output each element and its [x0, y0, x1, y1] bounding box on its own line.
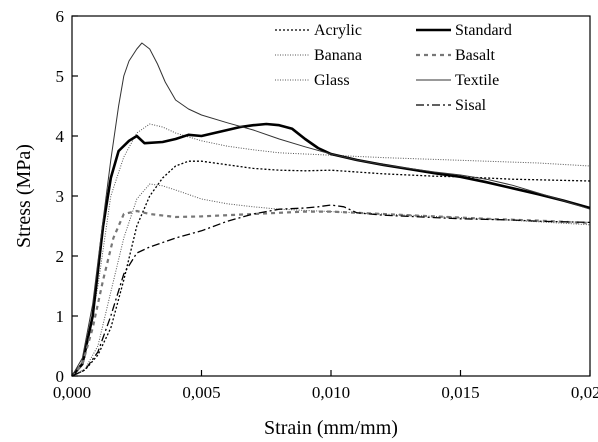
- series-sisal-line: [71, 204, 591, 377]
- x-tick-label-3: 0,015: [441, 383, 479, 402]
- y-tick-label-1: 1: [56, 307, 65, 326]
- y-tick-label-5: 5: [56, 67, 65, 86]
- series-basalt-line: [71, 209, 591, 377]
- legend-label-banana: Banana: [314, 47, 362, 64]
- y-tick-label-4: 4: [56, 127, 65, 146]
- y-tick-label-3: 3: [56, 187, 65, 206]
- series-banana-line: [71, 183, 591, 377]
- legend-label-sisal: Sisal: [455, 97, 487, 114]
- x-tick-label-4: 0,020: [571, 383, 598, 402]
- series-glass-line: [71, 123, 591, 377]
- legend-label-standard: Standard: [455, 22, 512, 39]
- legend-label-basalt: Basalt: [455, 47, 496, 64]
- x-axis-title: Strain (mm/mm): [264, 417, 398, 439]
- legend-label-textile: Textile: [455, 72, 499, 89]
- y-tick-label-0: 0: [56, 367, 65, 386]
- series-textile-line: [71, 42, 591, 377]
- x-tick-label-2: 0,010: [312, 383, 350, 402]
- legend-label-glass: Glass: [314, 72, 350, 89]
- x-tick-label-1: 0,005: [182, 383, 220, 402]
- x-tick-label-0: 0,000: [53, 383, 91, 402]
- series-acrylic-line: [71, 160, 591, 377]
- y-tick-label-6: 6: [56, 7, 65, 26]
- y-tick-label-2: 2: [56, 247, 65, 266]
- series-layer: [71, 42, 591, 377]
- y-axis-title: Stress (MPa): [13, 144, 35, 248]
- axes-layer: 0,000 0,005 0,010 0,015 0,020 0 1 2 3 4 5 6: [53, 7, 598, 402]
- series-standard-line: [71, 122, 591, 377]
- legend: Acrylic Banana Glass Standard Basalt Textile S…: [275, 22, 512, 114]
- legend-label-acrylic: Acrylic: [314, 22, 362, 39]
